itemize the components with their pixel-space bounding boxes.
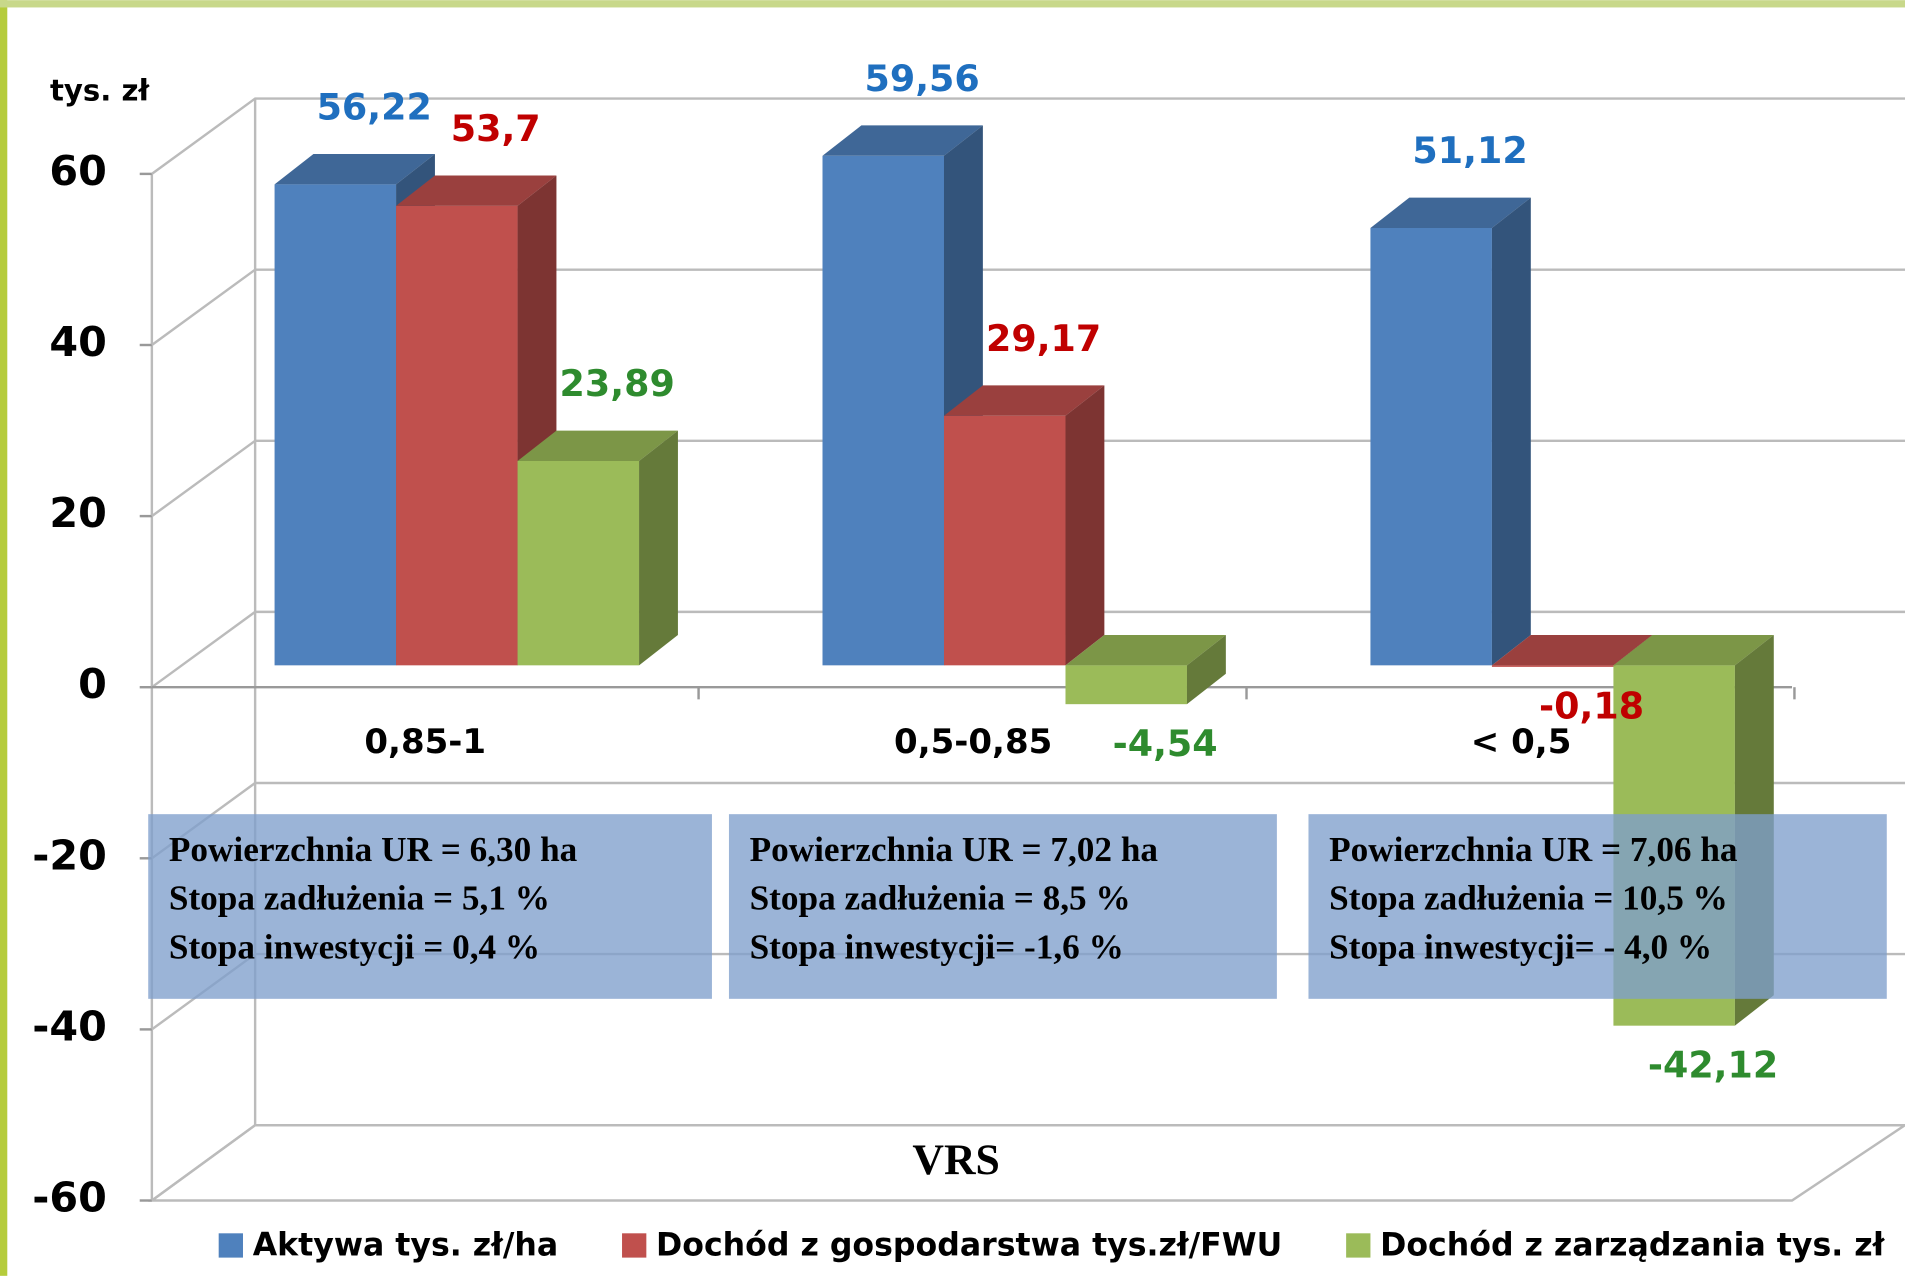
annotation-text: Stopa inwestycji= - 4,0 % [1329,927,1712,966]
y-tick-label: 40 [49,318,106,366]
bar-top [517,430,678,461]
legend-swatch [622,1233,647,1258]
value-label: 53,7 [451,107,541,150]
value-label: 29,17 [986,317,1101,360]
bar-top [1370,197,1531,228]
left-border [0,0,8,1276]
bar-front [1370,227,1492,666]
bar-front [396,205,518,666]
bar-top [1613,634,1774,666]
bar-front [943,415,1066,666]
legend-label: Dochód z gospodarstwa tys.zł/FWU [656,1228,1282,1264]
y-tick-label: -60 [32,1174,107,1222]
annotation-text: Powierzchnia UR = 6,30 ha [169,830,578,869]
bar [517,430,678,666]
bar-top [822,125,983,156]
bar-front [1491,665,1614,667]
bar-front [822,155,944,666]
value-label: -42,12 [1648,1043,1778,1086]
bar-side [1065,385,1105,666]
grid-line [151,97,1905,175]
legend-swatch [1346,1233,1371,1258]
annotation-box [148,814,712,999]
bar-front [517,460,640,666]
bar-side [1491,197,1531,666]
value-label: 51,12 [1412,129,1527,172]
floor [148,1123,1905,1202]
bar-top [1065,634,1226,666]
legend-label: Aktywa tys. zł/ha [253,1228,558,1264]
x-axis-label: VRS [912,1136,999,1184]
bar-front [1065,665,1187,705]
grid-line [151,610,1905,689]
legend-swatch [218,1233,243,1258]
y-tick-label: 0 [78,660,107,708]
value-label: -4,54 [1113,722,1218,765]
grid-line [151,268,1905,346]
value-label: 23,89 [560,362,675,405]
x-tick-label: 0,5-0,85 [894,722,1052,762]
annotation-text: Stopa inwestycji = 0,4 % [169,927,540,966]
x-tick-label: 0,85-1 [364,722,486,762]
annotation-text: Powierzchnia UR = 7,06 ha [1329,830,1738,869]
bar-front [274,184,397,666]
bar [1065,634,1226,705]
annotation-box [1308,814,1887,999]
y-tick-label: -20 [32,831,107,879]
bar [943,385,1105,666]
y-axis-label: tys. zł [50,73,150,107]
bar-top [274,153,435,185]
bar-top [396,175,557,206]
annotation-text: Stopa inwestycji= -1,6 % [750,927,1124,966]
bar-side [1186,634,1226,705]
bar-side [639,430,678,666]
annotation-text: Stopa zadłużenia = 10,5 % [1329,879,1728,918]
bar-top [943,385,1105,416]
annotation-text: Stopa zadłużenia = 8,5 % [750,879,1131,918]
value-label: 56,22 [317,86,432,129]
bar [1370,197,1531,666]
y-tick-label: -40 [32,1002,107,1050]
legend-label: Dochód z zarządzania tys. zł [1380,1228,1885,1264]
x-tick-label: < 0,5 [1471,722,1572,762]
y-tick-label: 20 [49,489,106,537]
top-border [0,0,1905,8]
value-label: -0,18 [1539,685,1644,728]
annotation-box [728,814,1277,999]
grid-line [151,439,1905,518]
y-tick-label: 60 [49,147,106,195]
grid-line [151,1123,1905,1202]
annotation-text: Stopa zadłużenia = 5,1 % [169,879,550,918]
bar-top [1491,634,1653,666]
value-label: 59,56 [864,57,979,100]
annotation-text: Powierzchnia UR = 7,02 ha [750,830,1159,869]
